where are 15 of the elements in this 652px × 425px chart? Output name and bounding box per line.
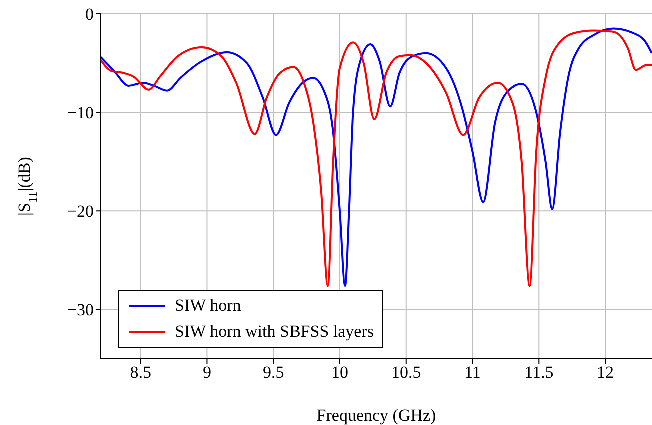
y-tick-label: −20 <box>67 202 94 222</box>
x-tick-label: 11 <box>464 363 481 382</box>
y-tick-label: −10 <box>67 104 94 123</box>
y-tick-label: 0 <box>86 5 94 24</box>
x-tick-label: 10.5 <box>392 363 422 382</box>
legend-label: SIW horn <box>175 295 242 317</box>
legend-label: SIW horn with SBFSS layers <box>175 321 374 343</box>
x-tick-label: 11.5 <box>524 363 554 382</box>
x-tick-label: 10 <box>331 363 348 382</box>
x-tick-label: 8.5 <box>130 363 152 382</box>
y-tick-label: −30 <box>67 300 94 320</box>
x-axis-title: Frequency (GHz) <box>316 406 436 425</box>
x-tick-label: 12 <box>597 363 614 382</box>
x-tick-label: 9.5 <box>262 363 284 382</box>
x-tick-label: 9 <box>202 363 212 382</box>
